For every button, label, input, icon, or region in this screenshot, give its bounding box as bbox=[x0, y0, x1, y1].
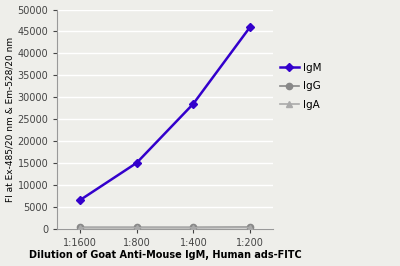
IgA bbox=[134, 226, 139, 229]
IgM bbox=[248, 26, 252, 29]
Y-axis label: FI at Ex-485/20 nm & Em-528/20 nm: FI at Ex-485/20 nm & Em-528/20 nm bbox=[6, 36, 14, 202]
IgG bbox=[248, 226, 252, 229]
Line: IgG: IgG bbox=[77, 224, 253, 230]
IgA bbox=[78, 226, 82, 229]
X-axis label: Dilution of Goat Anti-Mouse IgM, Human ads-FITC: Dilution of Goat Anti-Mouse IgM, Human a… bbox=[29, 251, 301, 260]
IgM bbox=[191, 102, 196, 105]
IgM bbox=[134, 161, 139, 164]
Line: IgA: IgA bbox=[77, 225, 253, 231]
Legend: IgM, IgG, IgA: IgM, IgG, IgA bbox=[280, 63, 322, 110]
IgG bbox=[78, 226, 82, 229]
IgG bbox=[134, 226, 139, 229]
IgA bbox=[191, 226, 196, 229]
IgA bbox=[248, 226, 252, 229]
IgG bbox=[191, 226, 196, 229]
IgM bbox=[78, 198, 82, 202]
Line: IgM: IgM bbox=[77, 24, 253, 203]
